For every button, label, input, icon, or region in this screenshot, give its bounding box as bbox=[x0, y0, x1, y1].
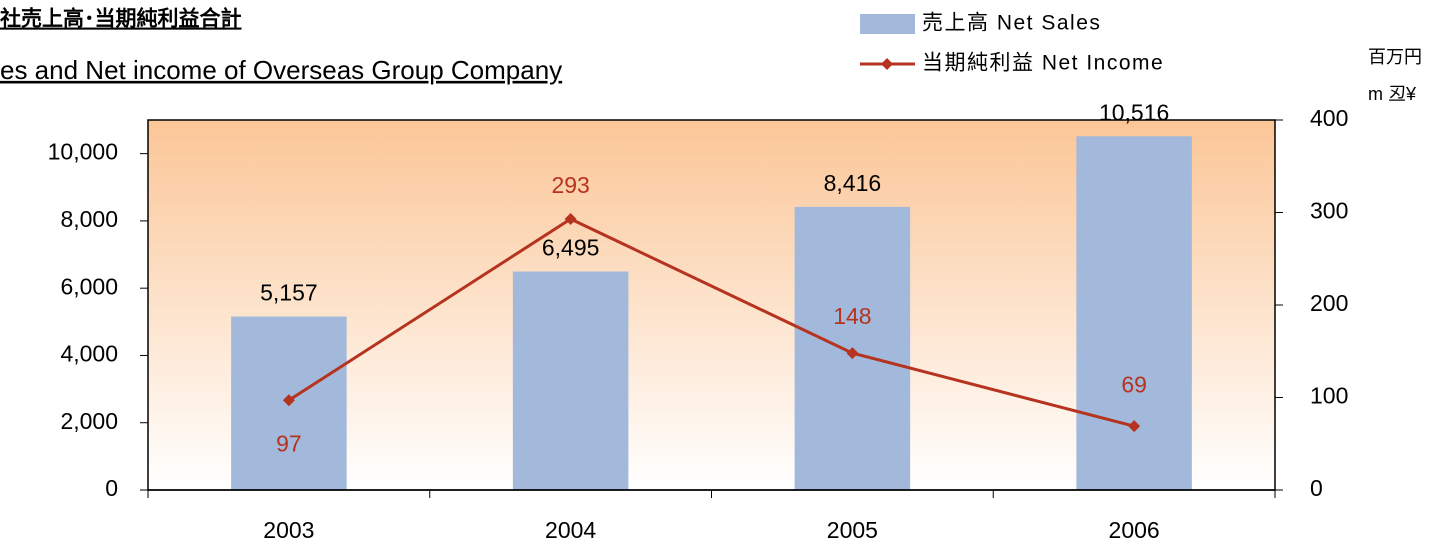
y2-tick-label: 200 bbox=[1310, 290, 1348, 316]
x-tick-label: 2006 bbox=[1109, 517, 1160, 543]
unit-label: m 丒¥ bbox=[1368, 84, 1417, 104]
bar-value-label: 6,495 bbox=[542, 235, 600, 261]
line-value-label: 97 bbox=[276, 430, 302, 456]
plot-frame bbox=[147, 119, 1276, 491]
legend-swatch bbox=[881, 58, 893, 70]
bar-value-label: 5,157 bbox=[260, 280, 318, 306]
legend-swatch bbox=[860, 14, 915, 34]
y-tick-label: 10,000 bbox=[48, 139, 118, 165]
legend-label: 当期純利益 Net Income bbox=[922, 52, 1164, 75]
y2-tick-label: 100 bbox=[1310, 383, 1348, 409]
y2-tick-label: 300 bbox=[1310, 198, 1348, 224]
y2-tick-label: 0 bbox=[1310, 475, 1323, 501]
y-tick-label: 2,000 bbox=[60, 408, 118, 434]
line-value-label: 69 bbox=[1121, 371, 1147, 397]
legend-label: 売上高 Net Sales bbox=[922, 12, 1101, 35]
bar-value-label: 8,416 bbox=[824, 170, 882, 196]
line-marker bbox=[846, 347, 859, 360]
bar bbox=[512, 271, 629, 490]
y-tick-label: 6,000 bbox=[60, 273, 118, 299]
line-marker bbox=[564, 212, 577, 225]
line-marker bbox=[1128, 420, 1141, 433]
y-tick-label: 0 bbox=[105, 475, 118, 501]
line-value-label: 293 bbox=[551, 172, 589, 198]
bar bbox=[1076, 136, 1192, 490]
y-tick-label: 8,000 bbox=[60, 206, 118, 232]
unit-label: 百万円 bbox=[1368, 47, 1422, 67]
x-tick-label: 2005 bbox=[827, 517, 878, 543]
y2-tick-label: 400 bbox=[1310, 105, 1348, 131]
line-value-label: 148 bbox=[833, 303, 871, 329]
y-tick-label: 4,000 bbox=[60, 341, 118, 367]
x-tick-label: 2004 bbox=[545, 517, 596, 543]
bar-value-label: 10,516 bbox=[1099, 99, 1169, 125]
chart-title: 社売上高･当期純利益合計 bbox=[0, 7, 242, 31]
x-tick-label: 2003 bbox=[263, 517, 314, 543]
line bbox=[288, 217, 1135, 428]
line-marker bbox=[282, 394, 295, 407]
chart-subtitle: es and Net income of Overseas Group Comp… bbox=[0, 55, 562, 85]
